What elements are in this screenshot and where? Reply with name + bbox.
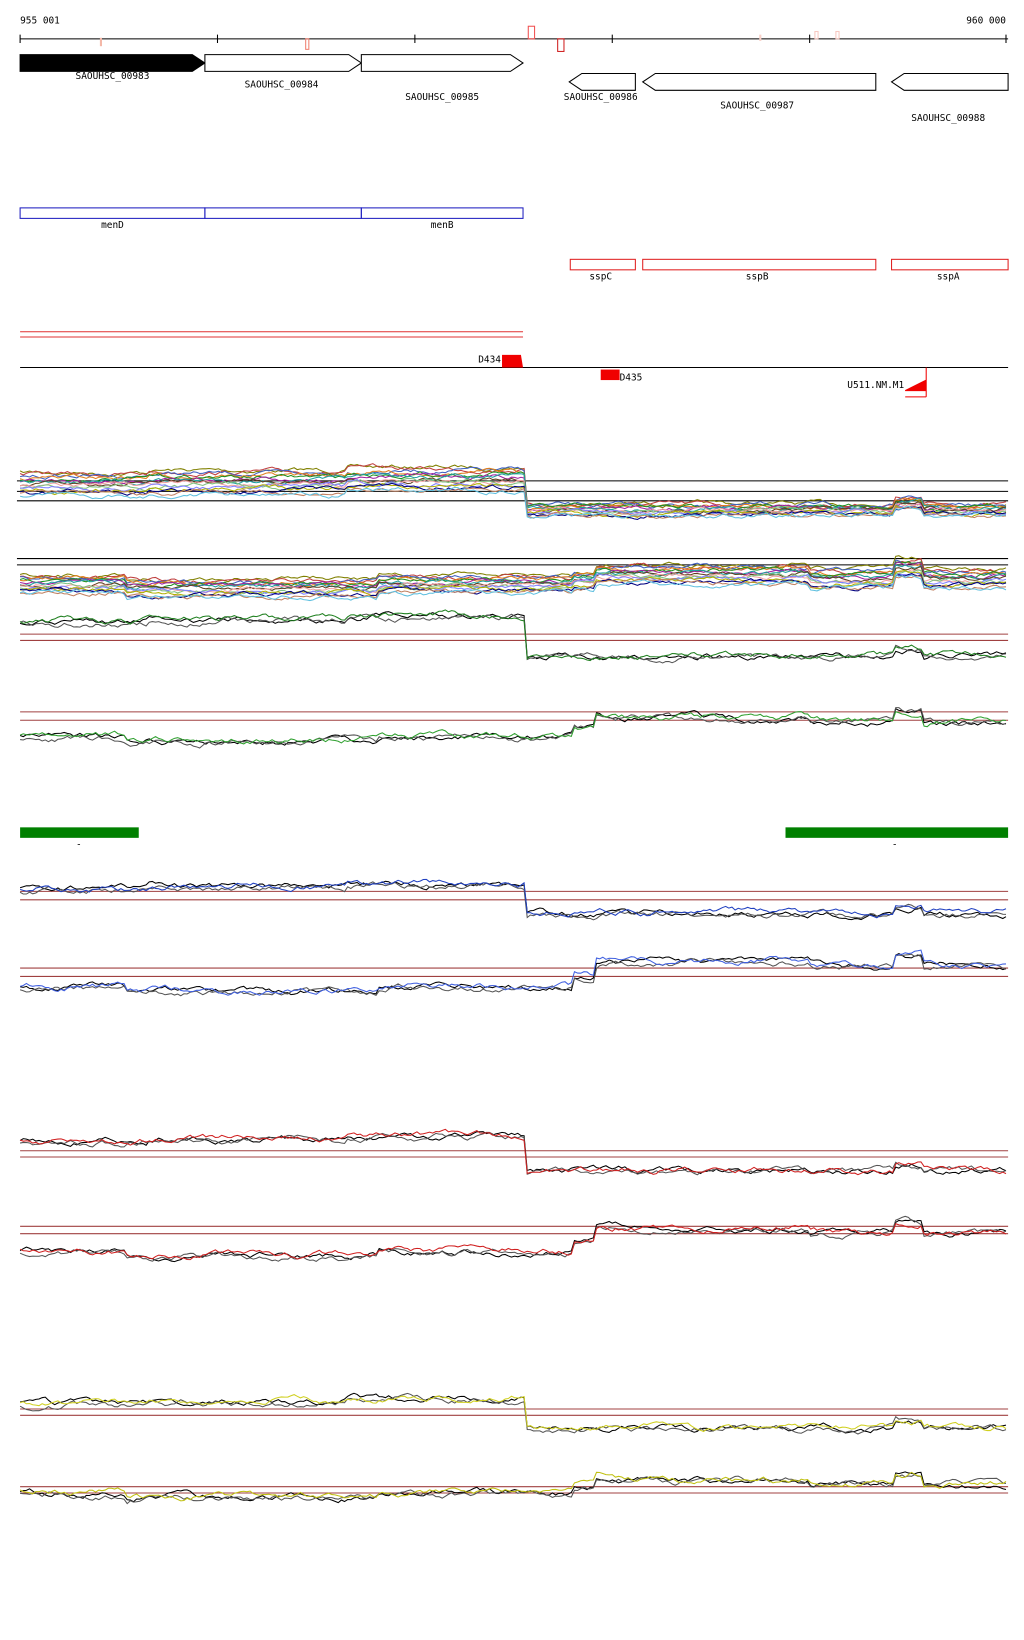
expression-line (19, 708, 1007, 746)
expression-line (19, 574, 1007, 602)
feature-boxes (569, 258, 1009, 271)
site-mark (557, 38, 565, 52)
expression-line (19, 564, 1007, 590)
green-bar (20, 827, 139, 838)
green-bar-label: - (892, 840, 898, 851)
operon-boxes (19, 207, 524, 219)
annotation-box (204, 207, 362, 219)
annotation-box (360, 207, 524, 219)
expression-line (19, 1223, 1007, 1261)
site-label: D434 (478, 355, 501, 366)
expression-line (19, 487, 1007, 520)
gene-label: SAOUHSC_00983 (76, 71, 150, 82)
gene-arrow (890, 72, 1009, 91)
gene-label: SAOUHSC_00984 (245, 80, 319, 91)
expression-line (19, 1128, 1007, 1176)
expression-tracks (16, 463, 1009, 1505)
expression-line (19, 571, 1007, 596)
site-mark (759, 34, 762, 41)
green-bar-label: - (76, 840, 82, 851)
expression-line (19, 878, 1007, 919)
ruler-end: 960 000 (966, 15, 1006, 26)
ruler-ticks (19, 34, 1007, 44)
expression-line (19, 1394, 1007, 1433)
gene-label: SAOUHSC_00985 (405, 92, 479, 103)
annotation-label: sspC (589, 272, 612, 283)
annotation-label: sspA (937, 272, 960, 283)
gene-arrow (204, 54, 363, 72)
site-mark (305, 38, 310, 50)
green-bar (785, 827, 1009, 838)
expression-line (20, 559, 1007, 586)
expression-line (19, 1471, 1007, 1502)
gene-label: SAOUHSC_00988 (911, 113, 985, 124)
expression-line (20, 477, 1007, 515)
site-mark (814, 30, 819, 40)
annotation-label: sspB (746, 272, 769, 283)
expression-line (19, 949, 1007, 996)
ruler: 955 001 960 000 (19, 15, 1009, 52)
expression-line (19, 881, 1007, 921)
annotation-label: menB (431, 220, 454, 231)
expression-line (20, 707, 1007, 749)
expression-line (20, 1474, 1007, 1505)
site-label: D435 (620, 372, 643, 383)
site-label: U511.NM.M1 (847, 380, 904, 391)
expression-line (19, 609, 1007, 662)
annotation-label: menD (101, 220, 124, 231)
red-track (20, 331, 524, 338)
expression-line (19, 711, 1007, 745)
gene-label: SAOUHSC_00986 (564, 92, 638, 103)
gene-arrow (568, 72, 636, 91)
site-mark (835, 30, 840, 40)
gene-arrow (641, 72, 877, 91)
annotation-box (569, 258, 636, 271)
expression-line (20, 472, 1007, 514)
expression-line (19, 467, 1007, 511)
expression-line (19, 482, 1007, 520)
site-mark (99, 37, 102, 47)
expression-line (19, 1392, 1007, 1435)
site-block (600, 369, 620, 381)
expression-line (20, 561, 1007, 588)
annotation-box (19, 207, 206, 219)
expression-line (19, 471, 1007, 512)
gene-arrow (19, 54, 206, 72)
expression-line (19, 953, 1007, 997)
expression-line (20, 573, 1007, 600)
annotation-box (642, 258, 877, 271)
expression-line (19, 1215, 1007, 1262)
expression-line (20, 1131, 1007, 1176)
expression-line (20, 569, 1007, 597)
expression-line (19, 486, 1007, 519)
gene-label: SAOUHSC_00987 (720, 101, 794, 112)
expression-line (19, 613, 1007, 664)
gene-arrow (360, 54, 524, 72)
annotation-box (891, 258, 1009, 271)
site-block (502, 354, 524, 368)
site-block (904, 367, 927, 398)
expression-line (19, 611, 1007, 661)
genes (19, 54, 1009, 91)
site-mark (527, 25, 536, 40)
ruler-start: 955 001 (20, 15, 60, 26)
expression-line (20, 565, 1007, 592)
expression-line (19, 1471, 1007, 1504)
